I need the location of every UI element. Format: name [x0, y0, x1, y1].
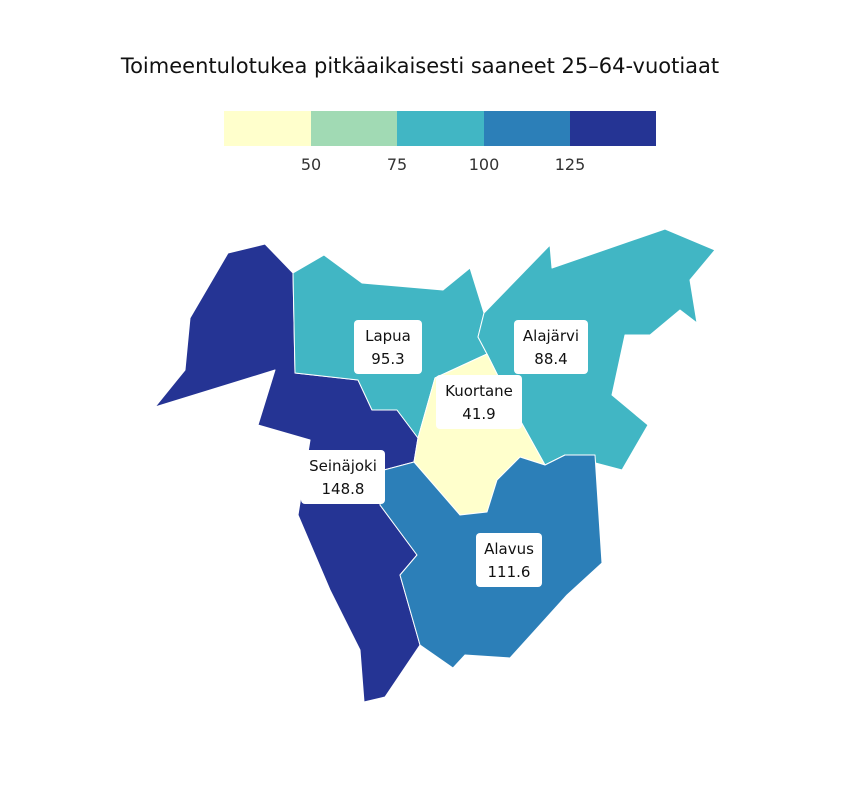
region-labels: Lapua 95.3 Alajärvi 88.4 Kuortane 41.9 S…: [301, 320, 588, 587]
label-alavus-name: Alavus: [484, 540, 534, 558]
label-kuortane-box: [436, 375, 522, 429]
label-alajarvi-value: 88.4: [534, 350, 567, 368]
label-seinajoki-box: [301, 450, 385, 504]
label-alavus: Alavus 111.6: [476, 533, 542, 587]
label-seinajoki-value: 148.8: [322, 480, 365, 498]
legend: 50 75 100 125: [224, 111, 656, 174]
label-lapua: Lapua 95.3: [354, 320, 422, 374]
map-title: Toimeentulotukea pitkäaikaisesti saaneet…: [120, 54, 720, 78]
label-alajarvi: Alajärvi 88.4: [514, 320, 588, 374]
label-lapua-value: 95.3: [371, 350, 404, 368]
legend-bin-2: [311, 111, 397, 146]
regions: [154, 228, 716, 703]
legend-bin-5: [570, 111, 656, 146]
legend-bin-4: [484, 111, 570, 146]
label-lapua-box: [354, 320, 422, 374]
legend-bin-1: [224, 111, 311, 146]
label-alajarvi-name: Alajärvi: [523, 327, 579, 345]
label-seinajoki: Seinäjoki 148.8: [301, 450, 385, 504]
legend-tick-100: 100: [469, 155, 500, 174]
legend-bin-3: [397, 111, 484, 146]
label-kuortane-name: Kuortane: [445, 382, 513, 400]
label-lapua-name: Lapua: [365, 327, 411, 345]
legend-tick-75: 75: [387, 155, 407, 174]
label-alajarvi-box: [514, 320, 588, 374]
label-kuortane-value: 41.9: [462, 405, 495, 423]
legend-tick-125: 125: [555, 155, 586, 174]
label-alavus-value: 111.6: [488, 563, 531, 581]
label-seinajoki-name: Seinäjoki: [309, 457, 377, 475]
label-alavus-box: [476, 533, 542, 587]
label-kuortane: Kuortane 41.9: [436, 375, 522, 429]
legend-tick-50: 50: [301, 155, 321, 174]
